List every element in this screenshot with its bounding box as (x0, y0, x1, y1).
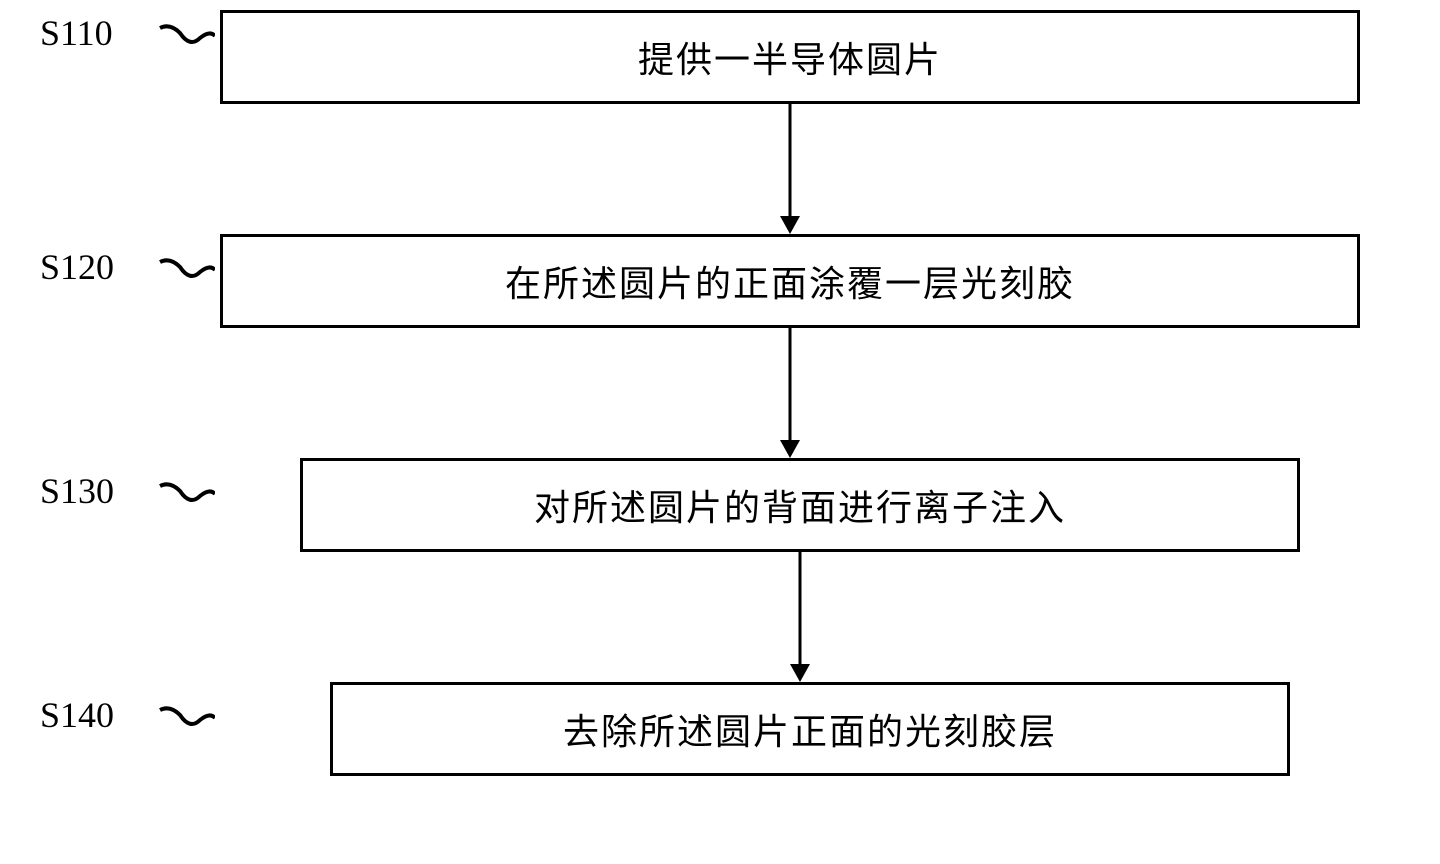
step-row-3: S130 对所述圆片的背面进行离子注入 (50, 458, 1390, 552)
step-label-s130: S130 (40, 470, 160, 512)
step-text-s120: 在所述圆片的正面涂覆一层光刻胶 (505, 255, 1075, 307)
step-text-s140: 去除所述圆片正面的光刻胶层 (563, 703, 1057, 755)
connector-curve-s130 (155, 476, 215, 536)
step-text-s130: 对所述圆片的背面进行离子注入 (534, 479, 1066, 531)
connector-curve-s120 (155, 252, 215, 312)
step-box-s110: 提供一半导体圆片 (220, 10, 1360, 104)
step-box-s120: 在所述圆片的正面涂覆一层光刻胶 (220, 234, 1360, 328)
step-label-s120: S120 (40, 246, 160, 288)
step-box-s140: 去除所述圆片正面的光刻胶层 (330, 682, 1290, 776)
step-text-s110: 提供一半导体圆片 (638, 31, 942, 83)
arrow-2 (220, 328, 1360, 458)
arrow-1 (220, 104, 1360, 234)
step-box-s130: 对所述圆片的背面进行离子注入 (300, 458, 1300, 552)
step-label-s140: S140 (40, 694, 160, 736)
arrow-svg-3 (780, 552, 820, 682)
connector-curve-s110 (155, 18, 215, 78)
step-row-4: S140 去除所述圆片正面的光刻胶层 (50, 682, 1390, 776)
flowchart-container: S110 提供一半导体圆片 S120 在所述圆片的正面涂覆一层光刻胶 S13 (50, 10, 1390, 776)
arrow-svg-2 (770, 328, 810, 458)
step-row-1: S110 提供一半导体圆片 (50, 10, 1390, 104)
connector-curve-s140 (155, 700, 215, 760)
arrow-3 (260, 552, 1340, 682)
step-label-s110: S110 (40, 12, 160, 54)
step-row-2: S120 在所述圆片的正面涂覆一层光刻胶 (50, 234, 1390, 328)
arrow-svg-1 (770, 104, 810, 234)
